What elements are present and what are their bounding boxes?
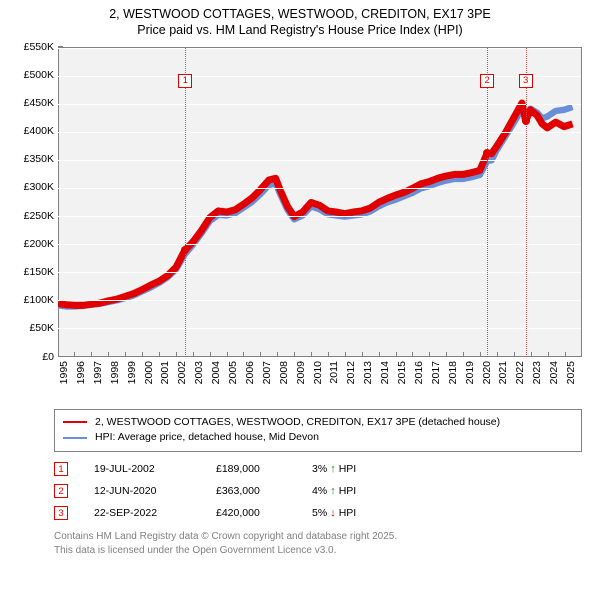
y-axis: £0£50K£100K£150K£200K£250K£300K£350K£400… — [14, 47, 58, 357]
footer-attribution: Contains HM Land Registry data © Crown c… — [54, 530, 582, 557]
y-tick-label: £500K — [24, 69, 54, 81]
sales-hpi: 4%↑HPI — [312, 485, 356, 497]
x-tick-label: 2023 — [531, 361, 543, 384]
sales-price: £189,000 — [216, 463, 286, 475]
legend: 2, WESTWOOD COTTAGES, WESTWOOD, CREDITON… — [54, 409, 582, 453]
title-line-2: Price paid vs. HM Land Registry's House … — [8, 22, 592, 38]
x-tick-label: 2001 — [159, 361, 171, 384]
footer-line-1: Contains HM Land Registry data © Crown c… — [54, 530, 582, 544]
y-tick-label: £100K — [24, 294, 54, 306]
sale-vline — [526, 48, 527, 357]
sale-dot — [483, 149, 491, 157]
sales-num-box: 3 — [54, 506, 68, 520]
y-tick-label: £400K — [24, 125, 54, 137]
sale-vline — [487, 48, 488, 357]
x-tick-label: 2000 — [143, 361, 155, 384]
y-tick-label: £200K — [24, 238, 54, 250]
x-tick-label: 2006 — [244, 361, 256, 384]
sales-table: 1 19-JUL-2002 £189,000 3%↑HPI 2 12-JUN-2020 £3… — [54, 458, 582, 524]
sale-dot — [181, 246, 189, 254]
sales-row: 2 12-JUN-2020 £363,000 4%↑HPI — [54, 480, 582, 502]
x-tick-label: 2009 — [295, 361, 307, 384]
x-axis: 1995 1996 1997 1998 1999 2000 2001 2002 2003 2004… — [58, 357, 582, 403]
x-tick-label: 2008 — [278, 361, 290, 384]
x-tick-label: 2014 — [379, 361, 391, 384]
sales-price: £420,000 — [216, 507, 286, 519]
x-tick-label: 1996 — [75, 361, 87, 384]
legend-row: HPI: Average price, detached house, Mid … — [63, 430, 573, 446]
sales-num-box: 2 — [54, 484, 68, 498]
arrow-up-icon: ↑ — [330, 464, 336, 475]
x-tick-label: 2015 — [396, 361, 408, 384]
sales-row: 3 22-SEP-2022 £420,000 5%↓HPI — [54, 502, 582, 524]
legend-swatch — [63, 421, 87, 423]
x-tick-label: 2017 — [430, 361, 442, 384]
arrow-down-icon: ↓ — [330, 508, 336, 519]
x-tick-label: 1999 — [126, 361, 138, 384]
sale-marker-box: 2 — [480, 74, 494, 88]
title-line-1: 2, WESTWOOD COTTAGES, WESTWOOD, CREDITON… — [8, 6, 592, 22]
y-tick-label: £350K — [24, 153, 54, 165]
sale-marker-box: 1 — [178, 74, 192, 88]
y-tick-label: £50K — [29, 322, 54, 334]
x-tick-label: 2002 — [176, 361, 188, 384]
y-tick-label: £250K — [24, 210, 54, 222]
x-tick-label: 2020 — [481, 361, 493, 384]
y-tick-label: £450K — [24, 97, 54, 109]
legend-label: HPI: Average price, detached house, Mid … — [95, 430, 319, 446]
y-tick-label: £0 — [42, 351, 54, 363]
x-tick-label: 2018 — [447, 361, 459, 384]
series-property_price — [58, 103, 573, 305]
chart-title: 2, WESTWOOD COTTAGES, WESTWOOD, CREDITON… — [8, 6, 592, 39]
x-tick-label: 2016 — [413, 361, 425, 384]
sales-row: 1 19-JUL-2002 £189,000 3%↑HPI — [54, 458, 582, 480]
x-tick-label: 2004 — [210, 361, 222, 384]
footer-line-2: This data is licensed under the Open Gov… — [54, 544, 582, 558]
sales-date: 12-JUN-2020 — [94, 485, 190, 497]
chart-lines — [58, 48, 581, 357]
x-tick-label: 2010 — [312, 361, 324, 384]
chart: £0 £50K £100K £150K £200K £250K £300K £350K £400… — [14, 43, 586, 403]
x-tick-label: 1995 — [58, 361, 70, 384]
sale-marker-box: 3 — [519, 74, 533, 88]
sale-dot — [522, 117, 530, 125]
sales-hpi: 3%↑HPI — [312, 463, 356, 475]
x-tick-label: 2012 — [345, 361, 357, 384]
x-tick-label: 1997 — [92, 361, 104, 384]
legend-swatch — [63, 437, 87, 439]
x-tick-label: 2024 — [548, 361, 560, 384]
x-tick-label: 2013 — [362, 361, 374, 384]
x-tick-label: 2021 — [497, 361, 509, 384]
x-tick-label: 2007 — [261, 361, 273, 384]
sales-num-box: 1 — [54, 462, 68, 476]
y-tick-label: £150K — [24, 266, 54, 278]
x-tick-label: 2003 — [193, 361, 205, 384]
sales-date: 19-JUL-2002 — [94, 463, 190, 475]
x-tick-label: 1998 — [109, 361, 121, 384]
y-tick-label: £300K — [24, 181, 54, 193]
x-tick-label: 2025 — [565, 361, 577, 384]
x-tick-label: 2011 — [328, 361, 340, 384]
legend-row: 2, WESTWOOD COTTAGES, WESTWOOD, CREDITON… — [63, 415, 573, 431]
x-tick-label: 2005 — [227, 361, 239, 384]
sales-hpi: 5%↓HPI — [312, 507, 356, 519]
legend-label: 2, WESTWOOD COTTAGES, WESTWOOD, CREDITON… — [95, 415, 500, 431]
sales-price: £363,000 — [216, 485, 286, 497]
sale-vline — [185, 48, 186, 357]
x-tick-label: 2019 — [464, 361, 476, 384]
plot-area: 1 2 3 — [58, 47, 582, 357]
x-tick-label: 2022 — [514, 361, 526, 384]
arrow-up-icon: ↑ — [330, 486, 336, 497]
sales-date: 22-SEP-2022 — [94, 507, 190, 519]
y-tick-label: £550K — [24, 41, 54, 53]
